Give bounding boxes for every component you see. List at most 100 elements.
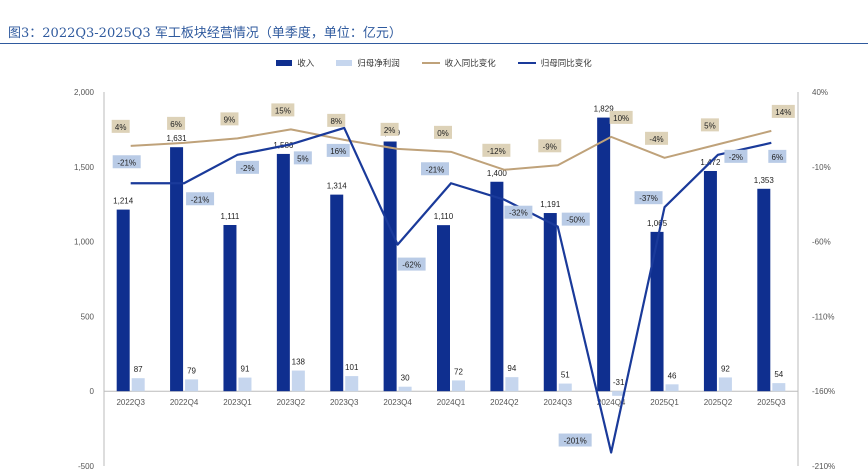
right-tick-label: -10% — [812, 163, 831, 172]
left-tick-label: 500 — [81, 312, 95, 321]
net-profit-data-label: 54 — [774, 370, 783, 379]
right-tick-label: -60% — [812, 238, 831, 247]
revenue-yoy-label-box — [482, 143, 511, 157]
revenue-yoy-label: -9% — [543, 142, 557, 151]
legend: 收入 归母净利润 收入同比变化 归母同比变化 — [0, 57, 868, 69]
x-tick-label: 2025Q2 — [704, 398, 733, 407]
title-rule — [0, 43, 868, 44]
legend-swatch-revenue-yoy — [421, 62, 440, 64]
revenue-bar — [703, 170, 717, 392]
revenue-yoy-label: 14% — [775, 108, 791, 117]
x-tick-label: 2024Q3 — [544, 398, 573, 407]
revenue-yoy-label-box — [167, 116, 186, 130]
revenue-yoy-label-box — [609, 110, 633, 124]
legend-item-revenue: 收入 — [276, 57, 314, 69]
left-tick-label: 1,500 — [74, 163, 95, 172]
revenue-bar — [597, 117, 611, 392]
revenue-yoy-label: 0% — [437, 129, 449, 138]
profit-yoy-label: 5% — [297, 154, 309, 163]
revenue-yoy-label-box — [538, 139, 562, 153]
legend-swatch-revenue — [276, 60, 293, 66]
revenue-bar — [223, 224, 237, 392]
legend-swatch-profit-yoy — [517, 62, 536, 64]
revenue-yoy-label: -12% — [487, 147, 506, 156]
x-tick-label: 2023Q2 — [277, 398, 306, 407]
legend-label-profit-yoy: 归母同比变化 — [540, 58, 592, 68]
revenue-data-label: 1,214 — [113, 197, 134, 206]
revenue-yoy-label-box — [645, 131, 669, 145]
profit-yoy-label: -37% — [639, 194, 658, 203]
revenue-bar — [437, 225, 450, 392]
net-profit-bar — [665, 384, 679, 392]
right-tick-label: -110% — [812, 312, 835, 321]
revenue-bar — [757, 188, 771, 392]
net-profit-bar — [718, 377, 732, 392]
revenue-bar — [650, 231, 664, 392]
left-tick-label: 2,000 — [74, 88, 95, 97]
revenue-yoy-label-box — [220, 112, 239, 126]
profit-yoy-label: -50% — [566, 216, 585, 225]
profit-yoy-label-box — [186, 192, 215, 206]
profit-yoy-label-box — [504, 205, 533, 219]
profit-yoy-label: -21% — [191, 195, 210, 204]
net-profit-bar — [612, 391, 626, 396]
profit-yoy-label-box — [293, 151, 312, 165]
profit-yoy-label: 16% — [330, 147, 346, 156]
net-profit-data-label: 101 — [345, 363, 359, 372]
net-profit-bar — [772, 383, 786, 392]
net-profit-data-label: 79 — [187, 366, 196, 375]
net-profit-data-label: 94 — [507, 364, 516, 373]
net-profit-bar — [291, 370, 305, 392]
net-profit-bar — [398, 386, 412, 392]
profit-yoy-label-box — [634, 191, 663, 205]
net-profit-data-label: 138 — [292, 358, 306, 367]
revenue-bar — [383, 141, 397, 392]
revenue-yoy-label-box — [271, 103, 295, 117]
profit-yoy-label-box — [421, 162, 449, 176]
revenue-data-label: 1,111 — [221, 212, 240, 221]
revenue-data-label: 1,400 — [487, 169, 508, 178]
legend-label-revenue: 收入 — [297, 58, 315, 68]
revenue-yoy-label: 9% — [224, 115, 236, 124]
profit-yoy-label: -62% — [402, 261, 421, 270]
net-profit-bar — [345, 376, 359, 392]
x-tick-label: 2024Q4 — [597, 398, 626, 407]
net-profit-data-label: 46 — [668, 371, 677, 380]
profit-yoy-label: -2% — [240, 164, 254, 173]
revenue-yoy-label-box — [700, 118, 719, 132]
profit-yoy-label-box — [397, 257, 426, 271]
left-tick-label: 0 — [90, 387, 95, 396]
revenue-data-label: 1,829 — [594, 105, 615, 114]
revenue-data-label: 1,110 — [434, 212, 454, 221]
net-profit-data-label: 91 — [241, 365, 250, 374]
net-profit-data-label: 92 — [721, 364, 730, 373]
legend-item-revenue-yoy: 收入同比变化 — [421, 57, 496, 69]
revenue-yoy-label: 2% — [384, 126, 396, 135]
x-tick-label: 2023Q1 — [223, 398, 252, 407]
x-tick-label: 2024Q1 — [437, 398, 466, 407]
profit-yoy-label: 6% — [772, 153, 784, 162]
legend-label-net-profit: 归母净利润 — [357, 58, 400, 68]
revenue-data-label: 1,191 — [540, 200, 561, 209]
revenue-yoy-label: 8% — [330, 117, 342, 126]
profit-yoy-label-box — [326, 143, 350, 157]
revenue-yoy-label-box — [327, 113, 346, 127]
profit-yoy-label: -201% — [564, 437, 587, 446]
x-tick-label: 2025Q1 — [650, 398, 679, 407]
profit-yoy-label-box — [561, 212, 590, 226]
revenue-yoy-label: 5% — [704, 121, 716, 130]
revenue-yoy-label: 15% — [275, 106, 291, 115]
revenue-yoy-label-box — [380, 122, 399, 136]
legend-item-profit-yoy: 归母同比变化 — [517, 57, 592, 69]
x-tick-label: 2022Q4 — [170, 398, 199, 407]
profit-yoy-label: -21% — [117, 158, 136, 167]
profit-yoy-label-box — [235, 160, 259, 174]
net-profit-data-label: 72 — [454, 367, 463, 376]
legend-item-net-profit: 归母净利润 — [336, 57, 400, 69]
net-profit-bar — [238, 377, 252, 392]
net-profit-data-label: 51 — [561, 371, 570, 380]
right-tick-label: -210% — [812, 462, 835, 470]
profit-yoy-label-box — [768, 149, 787, 163]
x-tick-label: 2024Q2 — [490, 398, 519, 407]
x-tick-label: 2023Q3 — [330, 398, 359, 407]
